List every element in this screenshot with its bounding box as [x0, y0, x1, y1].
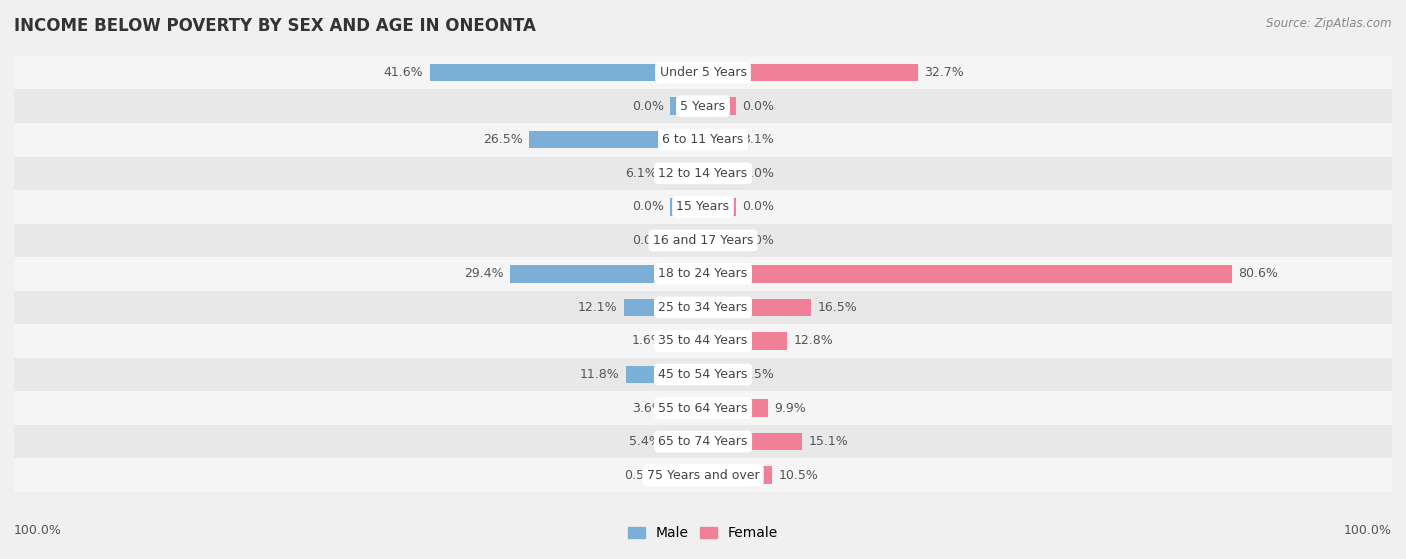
Bar [14, 157, 1392, 190]
Text: 12.1%: 12.1% [578, 301, 617, 314]
Text: 0.0%: 0.0% [631, 234, 664, 247]
Text: 6 to 11 Years: 6 to 11 Years [662, 133, 744, 146]
Text: 16.5%: 16.5% [818, 301, 858, 314]
Bar [14, 425, 1392, 458]
Bar [703, 466, 772, 484]
Bar [14, 391, 1392, 425]
Bar [14, 56, 1392, 89]
Text: 0.58%: 0.58% [624, 468, 664, 482]
Bar [671, 231, 703, 249]
Text: 0.0%: 0.0% [742, 234, 775, 247]
Bar [14, 358, 1392, 391]
Bar [671, 198, 703, 216]
Bar [14, 291, 1392, 324]
Text: 32.7%: 32.7% [924, 66, 965, 79]
Text: 5.4%: 5.4% [628, 435, 661, 448]
Text: 35 to 44 Years: 35 to 44 Years [658, 334, 748, 348]
Text: 12 to 14 Years: 12 to 14 Years [658, 167, 748, 180]
Bar [14, 89, 1392, 123]
Bar [671, 97, 703, 115]
Bar [626, 366, 703, 383]
Bar [14, 257, 1392, 291]
Bar [14, 458, 1392, 492]
Text: 0.0%: 0.0% [742, 167, 775, 180]
Bar [624, 299, 703, 316]
Text: 3.1%: 3.1% [742, 133, 775, 146]
Text: 55 to 64 Years: 55 to 64 Years [658, 401, 748, 415]
Bar [703, 366, 735, 383]
Bar [14, 190, 1392, 224]
Text: 26.5%: 26.5% [482, 133, 523, 146]
Bar [703, 97, 735, 115]
Bar [668, 433, 703, 451]
Text: 100.0%: 100.0% [1344, 524, 1392, 537]
Text: 41.6%: 41.6% [384, 66, 423, 79]
Bar [703, 164, 735, 182]
Text: 1.5%: 1.5% [742, 368, 775, 381]
Text: 15 Years: 15 Years [676, 200, 730, 214]
Bar [703, 433, 801, 451]
Text: 100.0%: 100.0% [14, 524, 62, 537]
Text: 65 to 74 Years: 65 to 74 Years [658, 435, 748, 448]
Text: Source: ZipAtlas.com: Source: ZipAtlas.com [1267, 17, 1392, 30]
Bar [703, 64, 918, 82]
Text: 11.8%: 11.8% [579, 368, 619, 381]
Text: INCOME BELOW POVERTY BY SEX AND AGE IN ONEONTA: INCOME BELOW POVERTY BY SEX AND AGE IN O… [14, 17, 536, 35]
Bar [510, 265, 703, 283]
Text: 45 to 54 Years: 45 to 54 Years [658, 368, 748, 381]
Bar [14, 123, 1392, 157]
Text: 5 Years: 5 Years [681, 100, 725, 113]
Text: 25 to 34 Years: 25 to 34 Years [658, 301, 748, 314]
Bar [703, 231, 735, 249]
Text: 75 Years and over: 75 Years and over [647, 468, 759, 482]
Bar [671, 466, 703, 484]
Bar [671, 332, 703, 350]
Bar [703, 265, 1232, 283]
Text: 16 and 17 Years: 16 and 17 Years [652, 234, 754, 247]
Bar [703, 299, 811, 316]
Bar [671, 399, 703, 417]
Text: 0.0%: 0.0% [742, 100, 775, 113]
Bar [430, 64, 703, 82]
Bar [703, 198, 735, 216]
Text: 0.0%: 0.0% [631, 200, 664, 214]
Text: 9.9%: 9.9% [775, 401, 806, 415]
Bar [703, 332, 787, 350]
Text: 12.8%: 12.8% [793, 334, 834, 348]
Text: 80.6%: 80.6% [1239, 267, 1278, 281]
Text: 0.0%: 0.0% [631, 100, 664, 113]
Text: 3.6%: 3.6% [631, 401, 664, 415]
Legend: Male, Female: Male, Female [623, 521, 783, 546]
Text: 10.5%: 10.5% [779, 468, 818, 482]
Text: 29.4%: 29.4% [464, 267, 503, 281]
Bar [664, 164, 703, 182]
Text: 6.1%: 6.1% [624, 167, 657, 180]
Bar [14, 224, 1392, 257]
Bar [703, 131, 735, 149]
Text: 18 to 24 Years: 18 to 24 Years [658, 267, 748, 281]
Bar [529, 131, 703, 149]
Text: 15.1%: 15.1% [808, 435, 848, 448]
Text: 1.6%: 1.6% [631, 334, 664, 348]
Bar [703, 399, 768, 417]
Bar [14, 324, 1392, 358]
Text: Under 5 Years: Under 5 Years [659, 66, 747, 79]
Text: 0.0%: 0.0% [742, 200, 775, 214]
